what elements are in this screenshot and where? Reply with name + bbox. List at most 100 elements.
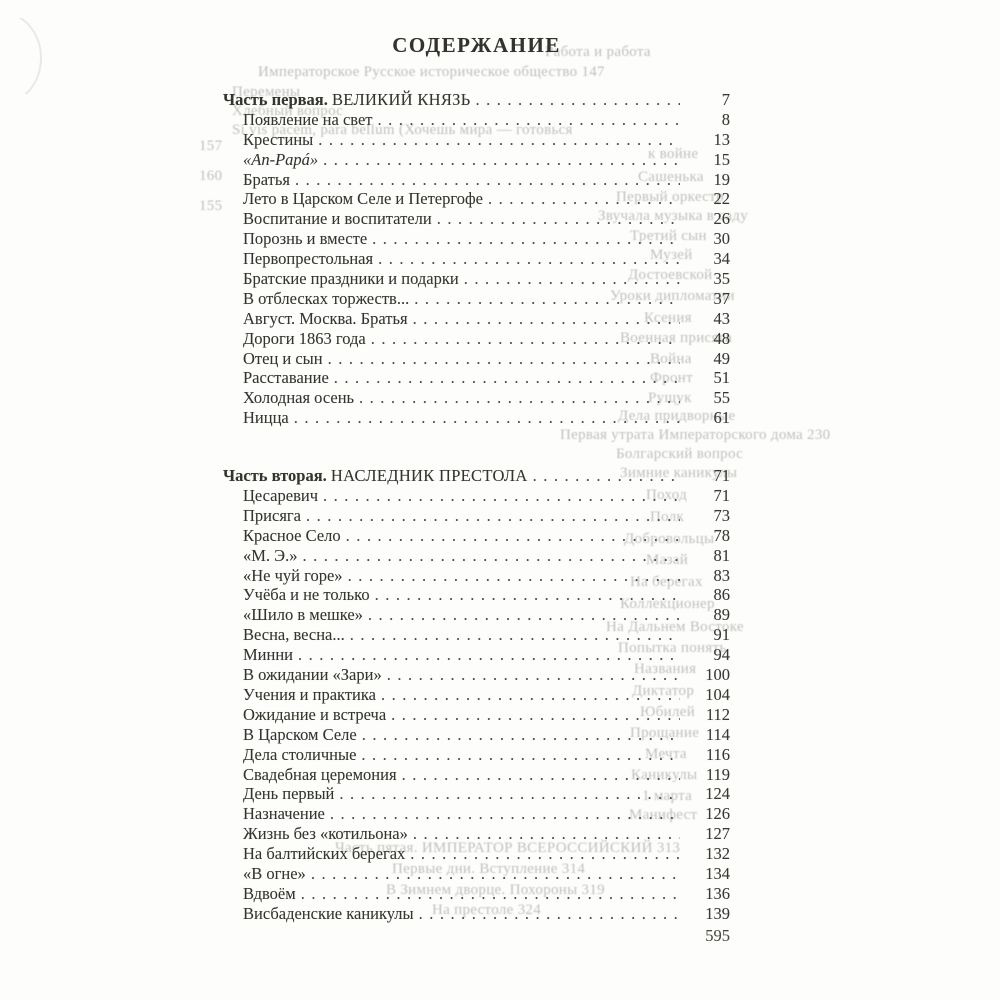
toc-entry: Крестины 13 [223,130,730,150]
page-number: 595 [705,926,730,945]
dot-leader [372,229,680,249]
toc-entry-page: 91 [713,625,731,645]
dot-leader [302,546,680,566]
toc-entry-title: Свадебная церемония [243,764,397,784]
bleed-through-text: Перемены [232,84,301,100]
toc-entry-page: 104 [705,684,730,704]
dot-leader [488,189,680,209]
toc-entry-page: 15 [713,149,731,169]
toc-entry-page: 86 [713,585,731,605]
toc-entry: Жизнь без «котильона» 127 [223,824,730,844]
toc-entry: Порознь и вместе 30 [223,229,730,249]
toc-entry-title: День первый [243,784,335,804]
bleed-through-text: Хлебный вопрос [232,103,344,119]
toc-section-label: Часть вторая. [223,466,331,486]
dot-leader [464,269,680,289]
toc-entry-title: В отблесках торжеств... [243,288,410,308]
toc-section-1: Часть первая. ВЕЛИКИЙ КНЯЗЬ7Появление на… [223,90,730,428]
toc-entry-title: Висбаденские каникулы [243,903,414,923]
toc-entry-page: 81 [713,545,731,565]
toc-entry: Ницца 61 [223,408,730,428]
dot-leader [318,130,680,150]
toc-section-title: ВЕЛИКИЙ КНЯЗЬ [331,90,471,109]
bleed-through-text: 155 [199,198,223,214]
toc-entry-page: 100 [705,665,730,685]
toc-entry: «An-Papá» 15 [223,150,730,170]
toc-entry: Холодная осень 55 [223,388,730,408]
dot-leader [410,844,680,864]
dot-leader [368,605,680,625]
toc-entry: Расставание 51 [223,368,730,388]
dot-leader [419,904,680,924]
toc-entry-page: 94 [713,645,731,665]
toc-entry-title: Лето в Царском Селе и Петергофе [243,189,483,209]
toc-section-label: Часть первая. [223,90,332,109]
toc-section-page: 71 [713,466,731,486]
toc-entry-page: 19 [713,169,731,189]
bleed-through-text: 157 [199,138,223,154]
toc-entry: Цесаревич 71 [223,486,730,506]
toc-entry-title: Минни [243,645,293,665]
toc-entry-page: 71 [713,486,731,506]
toc-entry: Назначение 126 [223,804,730,824]
toc-entry-title: Ожидание и встреча [243,704,387,724]
toc-entry-title: «An-Papá» [243,149,319,169]
toc-entry-page: 136 [705,883,730,903]
toc-entry-page: 37 [713,288,731,308]
bleed-through-text: Болгарский вопрос [616,446,744,462]
dot-leader [294,408,680,428]
toc-entry: Ожидание и встреча 112 [223,705,730,725]
dot-leader [371,329,680,349]
toc-section-heading-text: Часть первая. ВЕЛИКИЙ КНЯЗЬ [223,90,471,110]
dot-leader [350,625,680,645]
dot-leader [378,249,680,269]
toc-entry: В Царском Селе 114 [223,725,730,745]
toc-entry-page: 89 [713,605,731,625]
toc-entry: Дороги 1863 года 48 [223,329,730,349]
toc-entry: «Шило в мешке» 89 [223,605,730,625]
toc-entry: «М. Э.» 81 [223,546,730,566]
toc-entry-title: «В огне» [243,863,306,883]
toc-entry-page: 73 [713,505,731,525]
dot-leader [413,309,680,329]
toc-entry-title: «Шило в мешке» [243,605,363,625]
toc-entry-title: «Не чуй горе» [243,565,343,585]
toc-entry-page: 22 [713,189,731,209]
dot-leader [362,725,680,745]
toc-section-heading-text: Часть вторая. НАСЛЕДНИК ПРЕСТОЛА [223,466,528,486]
dot-leader [413,824,680,844]
toc-entry-title: Учения и практика [243,684,376,704]
toc-entry: На балтийских берегах 132 [223,844,730,864]
toc-entry-title: Вдвоём [243,883,296,903]
toc-entry-title: Присяга [243,505,301,525]
toc-entry: В отблесках торжеств... 37 [223,289,730,309]
dot-leader [533,466,680,486]
toc-entry-title: Жизнь без «котильона» [243,824,408,844]
dot-leader [381,685,680,705]
dot-leader [298,645,680,665]
toc-entry-page: 83 [713,565,731,585]
toc-entry-title: «М. Э.» [243,545,298,565]
toc-entry-page: 139 [705,903,730,923]
toc-section-header: Часть первая. ВЕЛИКИЙ КНЯЗЬ 7 [223,90,730,110]
toc-entry-page: 127 [705,824,730,844]
toc-entry-page: 8 [721,109,730,129]
dot-leader [414,289,680,309]
toc-entry-page: 49 [713,348,731,368]
toc-entry-title: Первопрестольная [243,249,374,269]
toc-entry-title: Братские праздники и подарки [243,269,459,289]
toc-entry-title: Братья [243,169,290,189]
toc-entry-page: 55 [713,388,731,408]
toc-entry: Братские праздники и подарки 35 [223,269,730,289]
toc-section-header: Часть вторая. НАСЛЕДНИК ПРЕСТОЛА 71 [223,466,730,486]
toc-section-title: НАСЛЕДНИК ПРЕСТОЛА [330,466,528,486]
toc-entry-title: Дороги 1863 года [243,328,366,348]
dot-leader [346,526,680,546]
toc-entry: «Не чуй горе» 83 [223,566,730,586]
toc-entry-title: Воспитание и воспитатели [243,209,432,229]
scan-artifact [2,18,42,94]
toc-entry: День первый 124 [223,784,730,804]
toc-entry-title: Холодная осень [243,388,355,408]
toc-entry-page: 78 [713,525,731,545]
